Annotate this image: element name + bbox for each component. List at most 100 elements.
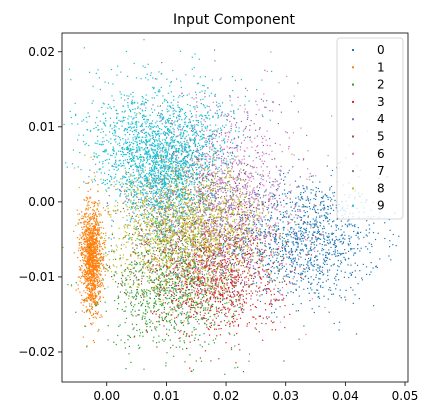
data-point <box>312 308 313 309</box>
data-point <box>335 288 336 289</box>
data-point <box>311 244 312 245</box>
data-point <box>357 265 358 266</box>
data-point <box>223 271 224 272</box>
data-point <box>302 274 303 275</box>
data-point <box>342 238 343 239</box>
data-point <box>350 248 351 249</box>
data-point <box>287 239 288 240</box>
data-point <box>238 292 239 293</box>
data-point <box>252 304 253 305</box>
data-point <box>82 299 83 300</box>
data-point <box>263 318 264 319</box>
data-point <box>92 293 93 294</box>
data-point <box>191 335 192 336</box>
data-point <box>89 272 90 273</box>
data-point <box>81 246 82 247</box>
data-point <box>266 316 267 317</box>
data-point <box>317 233 318 234</box>
data-point <box>99 317 100 318</box>
data-point <box>291 219 292 220</box>
data-point <box>211 227 212 228</box>
data-point <box>99 234 100 235</box>
data-point <box>93 203 94 204</box>
data-point <box>88 264 89 265</box>
data-point <box>248 269 249 270</box>
data-point <box>170 309 171 310</box>
data-point <box>262 116 263 117</box>
data-point <box>389 240 390 241</box>
data-point <box>236 264 237 265</box>
data-point <box>98 282 99 283</box>
data-point <box>87 241 88 242</box>
data-point <box>98 294 99 295</box>
data-point <box>115 281 116 282</box>
data-point <box>356 235 357 236</box>
data-point <box>263 175 264 176</box>
data-point <box>293 292 294 293</box>
data-point <box>232 322 233 323</box>
data-point <box>95 252 96 253</box>
data-point <box>229 292 230 293</box>
data-point <box>311 254 312 255</box>
data-point <box>147 323 148 324</box>
data-point <box>223 237 224 238</box>
data-point <box>246 207 247 208</box>
data-point <box>241 294 242 295</box>
data-point <box>228 238 229 239</box>
data-point <box>221 156 222 157</box>
data-point <box>294 269 295 270</box>
data-point <box>164 319 165 320</box>
data-point <box>192 331 193 332</box>
data-point <box>281 247 282 248</box>
data-point <box>351 248 352 249</box>
data-point <box>326 236 327 237</box>
data-point <box>193 279 194 280</box>
data-point <box>151 280 152 281</box>
data-point <box>140 332 141 333</box>
data-point <box>337 255 338 256</box>
data-point <box>335 276 336 277</box>
data-point <box>84 251 85 252</box>
data-point <box>187 294 188 295</box>
data-point <box>308 200 309 201</box>
data-point <box>128 295 129 296</box>
data-point <box>96 258 97 259</box>
data-point <box>276 316 277 317</box>
data-point <box>99 213 100 214</box>
data-point <box>149 128 150 129</box>
data-point <box>98 232 99 233</box>
data-point <box>239 183 240 184</box>
data-point <box>302 231 303 232</box>
data-point <box>322 234 323 235</box>
data-point <box>315 255 316 256</box>
data-point <box>314 292 315 293</box>
data-point <box>267 209 268 210</box>
data-point <box>324 228 325 229</box>
data-point <box>118 296 119 297</box>
data-point <box>194 340 195 341</box>
data-point <box>95 263 96 264</box>
data-point <box>184 331 185 332</box>
data-point <box>282 233 283 234</box>
data-point <box>230 191 231 192</box>
data-point <box>189 284 190 285</box>
data-point <box>271 212 272 213</box>
data-point <box>253 214 254 215</box>
data-point <box>235 262 236 263</box>
data-point <box>81 295 82 296</box>
data-point <box>310 208 311 209</box>
data-point <box>192 286 193 287</box>
data-point <box>93 287 94 288</box>
data-point <box>239 307 240 308</box>
data-point <box>334 264 335 265</box>
data-point <box>209 335 210 336</box>
data-point <box>132 216 133 217</box>
data-point <box>295 204 296 205</box>
data-point <box>99 249 100 250</box>
data-point <box>88 283 89 284</box>
data-point <box>263 276 264 277</box>
data-point <box>175 310 176 311</box>
data-point <box>314 204 315 205</box>
data-point <box>288 217 289 218</box>
data-point <box>186 263 187 264</box>
